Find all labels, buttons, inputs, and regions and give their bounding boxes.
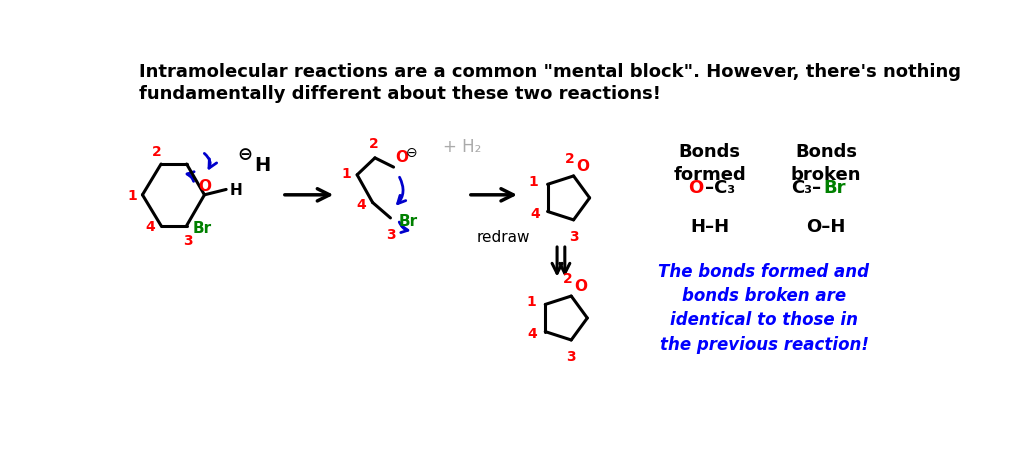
Text: 4: 4 — [527, 326, 538, 340]
Text: 1: 1 — [127, 188, 137, 202]
Text: H: H — [229, 182, 242, 198]
Text: O: O — [395, 150, 408, 165]
Text: H: H — [254, 155, 270, 174]
Text: 3: 3 — [566, 350, 576, 363]
Text: 4: 4 — [146, 219, 155, 233]
Text: ⊖: ⊖ — [406, 146, 417, 160]
Text: Br: Br — [398, 214, 417, 229]
Text: 2: 2 — [562, 272, 573, 286]
Text: The bonds formed and
bonds broken are
identical to those in
the previous reactio: The bonds formed and bonds broken are id… — [659, 262, 870, 353]
FancyArrowPatch shape — [398, 178, 406, 204]
Text: 2: 2 — [152, 144, 162, 158]
Text: redraw: redraw — [476, 229, 530, 244]
FancyArrowPatch shape — [399, 223, 408, 233]
Text: Bonds
formed: Bonds formed — [673, 143, 746, 183]
Text: 3: 3 — [568, 230, 579, 244]
Text: 1: 1 — [528, 175, 539, 189]
Text: O: O — [198, 178, 211, 193]
FancyArrowPatch shape — [205, 154, 217, 169]
Text: O: O — [689, 179, 703, 197]
Text: 1: 1 — [526, 295, 536, 309]
Text: 3: 3 — [183, 234, 193, 248]
Text: Br: Br — [822, 179, 845, 197]
Text: 1: 1 — [341, 167, 351, 181]
Text: O–H: O–H — [806, 217, 846, 235]
Text: O: O — [577, 158, 590, 174]
Text: 4: 4 — [530, 206, 540, 220]
Text: 2: 2 — [368, 137, 378, 151]
FancyArrowPatch shape — [187, 172, 194, 182]
Text: Br: Br — [193, 220, 212, 235]
Text: + H₂: + H₂ — [443, 138, 481, 156]
Text: H–H: H–H — [690, 217, 729, 235]
Text: 4: 4 — [357, 198, 366, 212]
Text: Intramolecular reactions are a common "mental block". However, there's nothing
f: Intramolecular reactions are a common "m… — [139, 63, 960, 103]
Text: C₃–: C₃– — [792, 179, 821, 197]
Text: –C₃: –C₃ — [705, 179, 735, 197]
Text: ⊖: ⊖ — [237, 146, 252, 163]
Text: Bonds
broken: Bonds broken — [791, 143, 861, 183]
Text: 3: 3 — [386, 228, 395, 242]
Text: O: O — [575, 278, 587, 294]
Text: 2: 2 — [564, 152, 575, 166]
